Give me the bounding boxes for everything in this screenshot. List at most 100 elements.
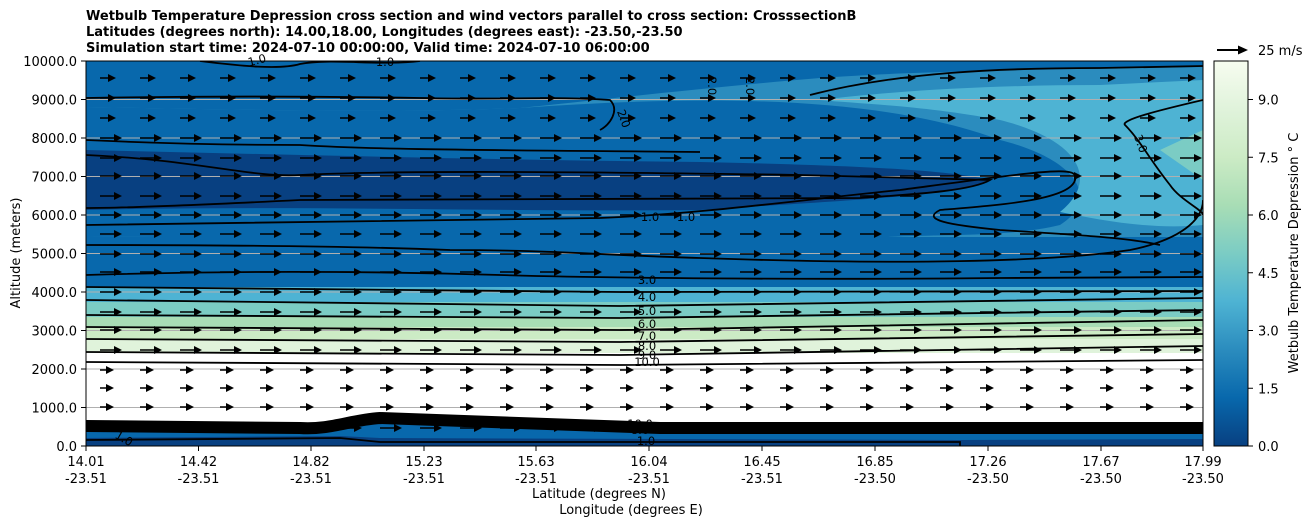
wind-arrowhead	[274, 211, 282, 219]
wind-arrowhead	[674, 268, 682, 276]
wind-arrowhead	[1154, 192, 1162, 200]
wind-arrowhead	[234, 134, 242, 142]
field-east-band	[820, 80, 1203, 227]
wind-arrowhead	[354, 211, 362, 219]
wind-arrowhead	[394, 268, 402, 276]
field-band-3200	[86, 317, 1203, 327]
wind-arrowhead	[788, 74, 796, 82]
wind-arrowhead	[154, 308, 162, 316]
wind-arrowhead	[994, 134, 1002, 142]
wind-arrowhead	[988, 94, 996, 102]
wind-arrowhead	[274, 192, 282, 200]
wind-arrowhead	[634, 134, 642, 142]
wind-arrowhead	[434, 308, 442, 316]
wind-arrowhead	[148, 94, 156, 102]
wind-arrowhead	[634, 346, 642, 354]
wind-arrowhead	[1114, 424, 1122, 432]
wind-arrowhead	[868, 94, 876, 102]
wind-arrowhead	[826, 403, 834, 411]
y-axis: 0.0 1000.0 2000.0 3000.0 4000.0 5000.0 6000.0 7…	[23, 55, 86, 455]
wind-arrowhead	[354, 308, 362, 316]
wind-arrowhead	[794, 192, 802, 200]
wind-arrowhead	[1194, 230, 1202, 238]
wind-arrowhead	[428, 74, 436, 82]
wind-arrowhead	[908, 114, 916, 122]
contour-label: 2.0	[705, 77, 719, 95]
wind-arrowhead	[394, 192, 402, 200]
wind-arrowhead	[434, 154, 442, 162]
wind-arrowhead	[674, 211, 682, 219]
wind-arrowhead	[708, 94, 716, 102]
wind-arrowhead	[874, 134, 882, 142]
wind-arrowhead	[108, 94, 116, 102]
wind-arrowhead	[1028, 74, 1036, 82]
wind-arrowhead	[234, 230, 242, 238]
wind-arrowhead	[386, 403, 394, 411]
wind-arrowhead	[314, 268, 322, 276]
wind-arrowhead	[154, 230, 162, 238]
contour-label: 10.0	[634, 355, 660, 369]
wind-arrowhead	[1108, 94, 1116, 102]
wind-arrowhead	[234, 424, 242, 432]
wind-arrowhead	[234, 211, 242, 219]
wind-arrowhead	[1154, 250, 1162, 258]
wind-arrowhead	[1034, 288, 1042, 296]
wind-arrowhead	[1068, 94, 1076, 102]
wind-arrowhead	[908, 94, 916, 102]
wind-arrowhead	[828, 94, 836, 102]
wind-arrowhead	[946, 384, 954, 392]
wind-arrowhead	[1074, 424, 1082, 432]
wind-arrowhead	[114, 172, 122, 180]
wind-arrowhead	[1194, 192, 1202, 200]
wind-arrowhead	[314, 424, 322, 432]
wind-arrowhead	[234, 192, 242, 200]
x-tick-lon: -23.50	[967, 472, 1009, 487]
wind-arrowhead	[146, 403, 154, 411]
x-axis-label-lat: Latitude (degrees N)	[532, 487, 666, 502]
wind-arrowhead	[354, 172, 362, 180]
wind-arrowhead	[274, 424, 282, 432]
wind-arrowhead	[794, 172, 802, 180]
wind-arrowhead	[274, 250, 282, 258]
wind-arrowhead	[1194, 288, 1202, 296]
wind-arrowhead	[114, 211, 122, 219]
colorbar-frame	[1213, 60, 1249, 447]
wind-arrowhead	[1154, 326, 1162, 334]
wind-arrowhead	[668, 74, 676, 82]
contour-line	[86, 271, 1203, 280]
wind-arrowhead	[874, 288, 882, 296]
wind-arrowhead	[874, 424, 882, 432]
wind-arrowhead	[954, 250, 962, 258]
wind-arrowhead	[1034, 172, 1042, 180]
wind-arrowhead	[834, 211, 842, 219]
contour-line	[86, 319, 1203, 331]
wind-arrowhead	[714, 172, 722, 180]
wind-arrowhead	[954, 288, 962, 296]
wind-arrowhead	[274, 308, 282, 316]
wind-arrowhead	[754, 211, 762, 219]
wind-arrowhead	[554, 346, 562, 354]
wind-arrowhead	[946, 403, 954, 411]
wind-arrowhead	[1154, 172, 1162, 180]
wind-arrowhead	[274, 154, 282, 162]
wind-arrowhead	[554, 424, 562, 432]
wind-arrowhead	[554, 250, 562, 258]
wind-arrowhead	[866, 403, 874, 411]
contour-line	[809, 65, 1203, 96]
wind-arrowhead	[674, 424, 682, 432]
wind-arrowhead	[346, 366, 354, 374]
wind-arrowhead	[314, 172, 322, 180]
wind-arrowhead	[314, 288, 322, 296]
x-tick-lon: -23.51	[65, 472, 107, 487]
wind-arrowhead	[754, 250, 762, 258]
contour-line	[86, 199, 1203, 263]
wind-arrowhead	[714, 288, 722, 296]
wind-arrowhead	[594, 424, 602, 432]
wind-arrowhead	[588, 74, 596, 82]
wind-arrowhead	[514, 154, 522, 162]
wind-arrowhead	[666, 403, 674, 411]
wind-arrowhead	[194, 250, 202, 258]
wind-arrowhead	[634, 268, 642, 276]
contour-label: 6.0	[638, 317, 656, 331]
wind-arrowhead	[754, 192, 762, 200]
